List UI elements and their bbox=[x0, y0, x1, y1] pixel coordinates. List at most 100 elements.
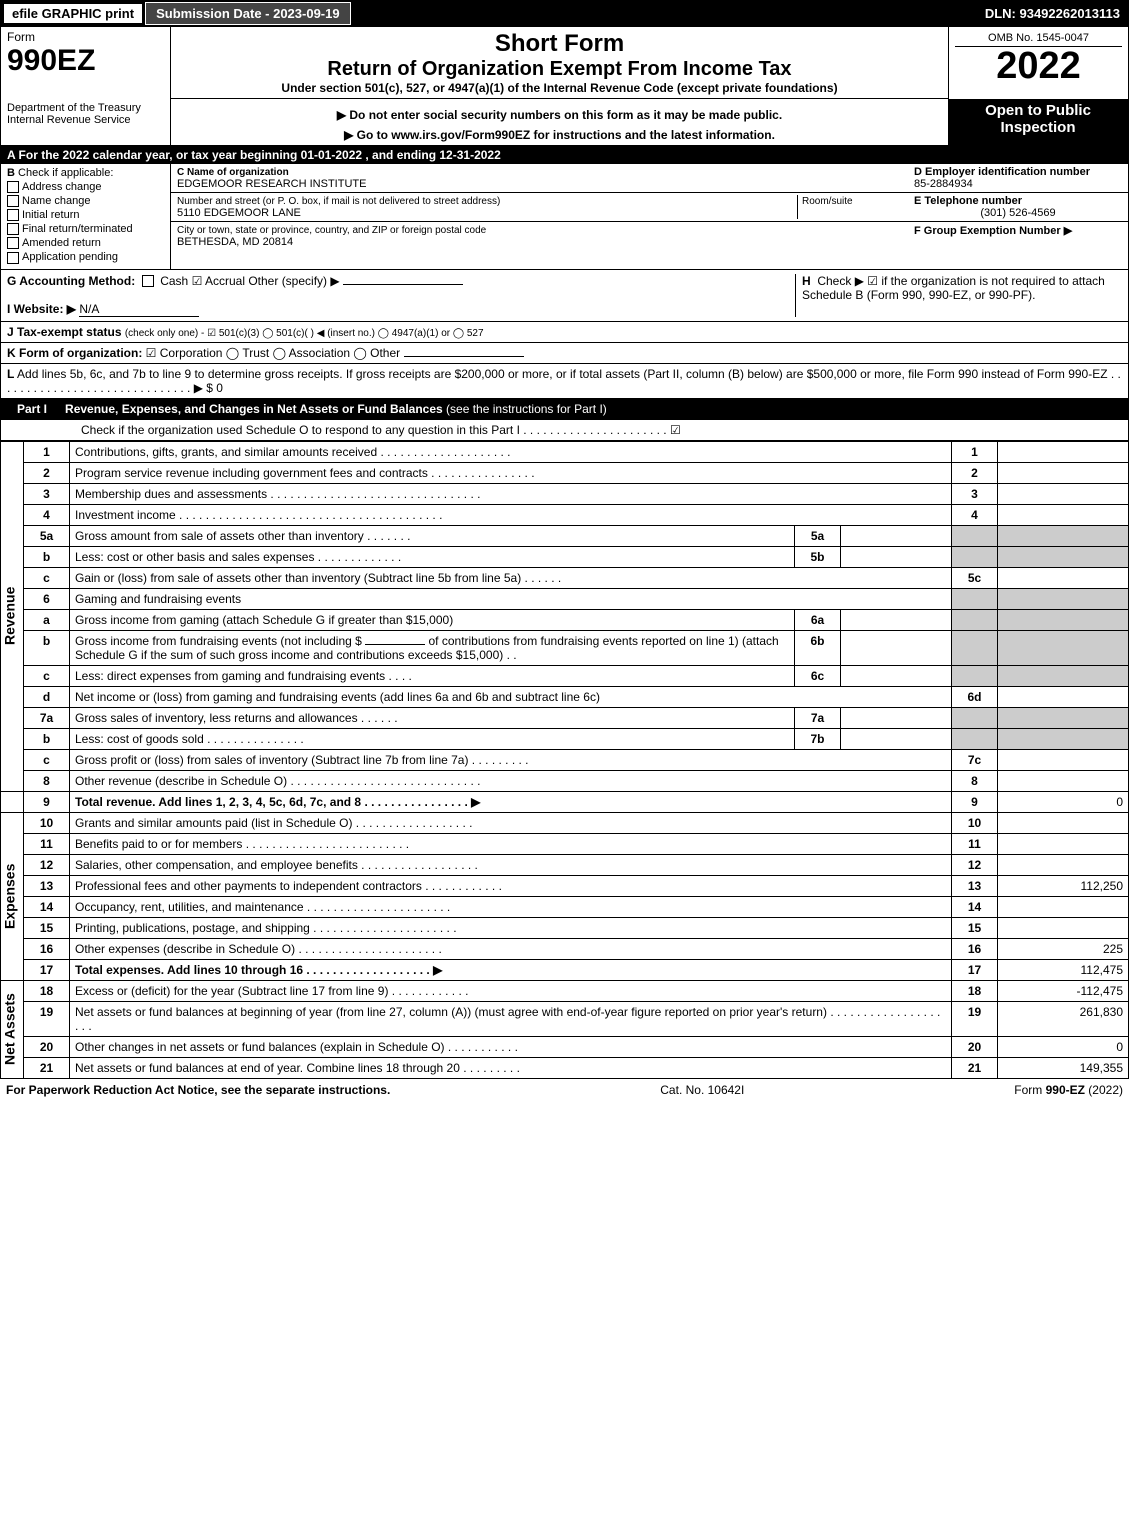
checkbox[interactable] bbox=[7, 223, 19, 235]
sub-line-ref: 7b bbox=[795, 728, 841, 749]
checkbox[interactable] bbox=[7, 209, 19, 221]
line-ref: 19 bbox=[952, 1001, 998, 1036]
netassets-rotated-label: Net Assets bbox=[1, 980, 24, 1078]
i-label: I Website: ▶ bbox=[7, 302, 76, 316]
checkbox[interactable] bbox=[7, 237, 19, 249]
irs-link-note[interactable]: ▶ Go to www.irs.gov/Form990EZ for instru… bbox=[177, 128, 942, 142]
line-text: Gain or (loss) from sale of assets other… bbox=[70, 567, 952, 588]
line-9-text: Total revenue. Add lines 1, 2, 3, 4, 5c,… bbox=[75, 795, 480, 809]
line-text: Program service revenue including govern… bbox=[70, 462, 952, 483]
grey-cell bbox=[998, 588, 1129, 609]
line-amount: 0 bbox=[998, 791, 1129, 812]
line-6b-blank[interactable] bbox=[365, 644, 425, 645]
line-amount bbox=[998, 462, 1129, 483]
grey-cell bbox=[952, 630, 998, 665]
sub-line-ref: 5a bbox=[795, 525, 841, 546]
line-text: Investment income . . . . . . . . . . . … bbox=[70, 504, 952, 525]
j-label: J Tax-exempt status bbox=[7, 325, 122, 339]
part1-check-line: Check if the organization used Schedule … bbox=[0, 420, 1129, 441]
h-label: H bbox=[802, 274, 811, 288]
page-footer: For Paperwork Reduction Act Notice, see … bbox=[0, 1079, 1129, 1101]
line-amount bbox=[998, 833, 1129, 854]
gh-row: G Accounting Method: Cash ☑ Accrual Othe… bbox=[0, 270, 1129, 322]
line-num: 19 bbox=[24, 1001, 70, 1036]
k-text: ☑ Corporation ◯ Trust ◯ Association ◯ Ot… bbox=[146, 346, 400, 360]
line-amount: 112,250 bbox=[998, 875, 1129, 896]
line-num: b bbox=[24, 546, 70, 567]
line-ref: 21 bbox=[952, 1057, 998, 1078]
catalog-number: Cat. No. 10642I bbox=[660, 1083, 744, 1097]
line-text: Less: direct expenses from gaming and fu… bbox=[70, 665, 795, 686]
line-text: Total expenses. Add lines 10 through 16 … bbox=[70, 959, 952, 980]
checkbox[interactable] bbox=[7, 195, 19, 207]
line-text: Other expenses (describe in Schedule O) … bbox=[70, 938, 952, 959]
line-ref: 6d bbox=[952, 686, 998, 707]
line-num: 16 bbox=[24, 938, 70, 959]
top-bar: efile GRAPHIC print Submission Date - 20… bbox=[0, 0, 1129, 27]
check-label: Final return/terminated bbox=[22, 223, 133, 235]
line-ref: 4 bbox=[952, 504, 998, 525]
line-num: 7a bbox=[24, 707, 70, 728]
line-ref: 16 bbox=[952, 938, 998, 959]
department-label: Department of the Treasury Internal Reve… bbox=[1, 99, 171, 145]
check-option: Final return/terminated bbox=[7, 223, 164, 235]
line-text: Other changes in net assets or fund bala… bbox=[70, 1036, 952, 1057]
line-amount bbox=[998, 483, 1129, 504]
grey-cell bbox=[952, 609, 998, 630]
line-ref: 9 bbox=[952, 791, 998, 812]
line-num: 15 bbox=[24, 917, 70, 938]
k-row: K Form of organization: ☑ Corporation ◯ … bbox=[0, 343, 1129, 364]
line-num: c bbox=[24, 665, 70, 686]
line-num: 11 bbox=[24, 833, 70, 854]
grey-cell bbox=[952, 665, 998, 686]
sub-line-ref: 5b bbox=[795, 546, 841, 567]
line-amount: 149,355 bbox=[998, 1057, 1129, 1078]
grey-cell bbox=[998, 665, 1129, 686]
line-num: 2 bbox=[24, 462, 70, 483]
sub-line-amount bbox=[841, 728, 952, 749]
identity-section: B Check if applicable: Address changeNam… bbox=[0, 164, 1129, 270]
part1-title: Revenue, Expenses, and Changes in Net As… bbox=[65, 402, 443, 416]
checkbox[interactable] bbox=[7, 181, 19, 193]
grey-cell bbox=[998, 707, 1129, 728]
check-option: Initial return bbox=[7, 209, 164, 221]
line-num: 21 bbox=[24, 1057, 70, 1078]
line-ref: 8 bbox=[952, 770, 998, 791]
l-text: Add lines 5b, 6c, and 7b to line 9 to de… bbox=[7, 367, 1121, 395]
efile-print-button[interactable]: efile GRAPHIC print bbox=[3, 3, 143, 24]
line-num: 5a bbox=[24, 525, 70, 546]
grey-cell bbox=[998, 525, 1129, 546]
e-phone-label: E Telephone number bbox=[914, 195, 1022, 207]
line-num: b bbox=[24, 630, 70, 665]
checkbox[interactable] bbox=[7, 252, 19, 264]
line-6b-text-part1: Gross income from fundraising events (no… bbox=[75, 634, 362, 648]
title-return: Return of Organization Exempt From Incom… bbox=[177, 58, 942, 81]
line-text: Benefits paid to or for members . . . . … bbox=[70, 833, 952, 854]
l-label: L bbox=[7, 367, 14, 381]
k-other-input[interactable] bbox=[404, 356, 524, 357]
grey-cell bbox=[952, 588, 998, 609]
sub-line-amount bbox=[841, 525, 952, 546]
j-row: J Tax-exempt status (check only one) - ☑… bbox=[0, 322, 1129, 343]
part1-table: Revenue 1 Contributions, gifts, grants, … bbox=[0, 441, 1129, 1079]
cash-checkbox[interactable] bbox=[142, 275, 154, 287]
check-label: Application pending bbox=[22, 251, 118, 263]
form-code: 990EZ bbox=[7, 44, 164, 78]
line-text: Salaries, other compensation, and employ… bbox=[70, 854, 952, 875]
form-ref-code: 990-EZ bbox=[1046, 1083, 1085, 1097]
line-ref: 3 bbox=[952, 483, 998, 504]
grey-cell bbox=[952, 707, 998, 728]
c-label: C Name of organization bbox=[177, 167, 289, 178]
g-other-input[interactable] bbox=[343, 284, 463, 285]
line-amount bbox=[998, 896, 1129, 917]
line-num: 20 bbox=[24, 1036, 70, 1057]
e-phone-value: (301) 526-4569 bbox=[914, 207, 1122, 219]
check-option: Address change bbox=[7, 181, 164, 193]
line-num: 17 bbox=[24, 959, 70, 980]
line-num: 13 bbox=[24, 875, 70, 896]
line-amount bbox=[998, 504, 1129, 525]
city-value: BETHESDA, MD 20814 bbox=[177, 236, 293, 248]
line-text: Gaming and fundraising events bbox=[70, 588, 952, 609]
line-num: 8 bbox=[24, 770, 70, 791]
org-name: EDGEMOOR RESEARCH INSTITUTE bbox=[177, 178, 366, 190]
